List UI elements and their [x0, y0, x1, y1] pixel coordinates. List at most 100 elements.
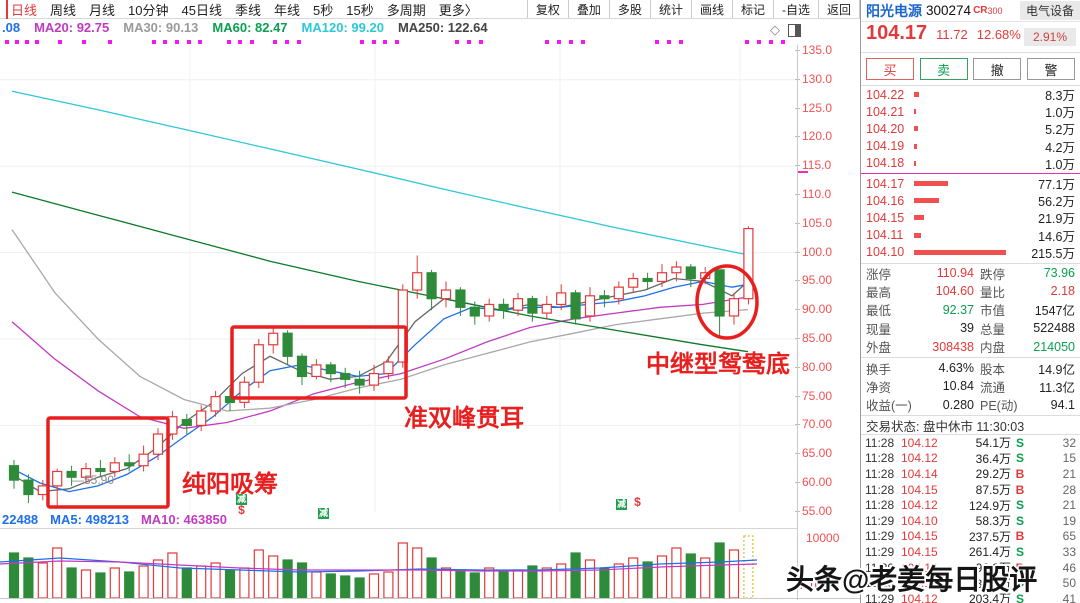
stat-value: 73.96 — [1043, 266, 1075, 281]
tool-item-返回[interactable]: 返回 — [817, 0, 860, 18]
marker-dot — [545, 40, 549, 44]
tool-item-画线[interactable]: 画线 — [690, 0, 732, 18]
period-item-多周期[interactable]: 多周期 — [386, 2, 426, 18]
watermark: 头条@老姜每日股评 — [786, 564, 1038, 595]
volume-chart[interactable] — [0, 528, 797, 603]
tick-price: 104.15 — [901, 529, 938, 544]
book-volume: 8.3万 — [1045, 89, 1075, 104]
period-menu: 日线 周线 月线 10分钟 45日线 季线 年线 5秒 15秒 多周期 更多〉 — [0, 0, 527, 19]
period-item-季线[interactable]: 季线 — [234, 2, 261, 18]
tick-count: 21 — [1062, 498, 1076, 513]
price-chart[interactable]: 纯阳吸筹 准双峰贯耳 中继型鸳鸯底 —55.90 — [0, 45, 797, 515]
vol-ma-value-1: MA5: 498213 — [50, 512, 129, 527]
stock-name[interactable]: 阳光电源 — [866, 2, 922, 19]
book-price: 104.15 — [866, 210, 905, 225]
time-and-sales[interactable]: 11:28 104.12 54.1万 S 32 11:28 104.12 36.4万 S 15 11… — [861, 435, 1080, 603]
period-item-15秒[interactable]: 15秒 — [346, 2, 374, 18]
book-row-ask[interactable]: 104.21 1.0万 — [861, 103, 1080, 121]
alert-button[interactable]: 警 — [1026, 58, 1075, 80]
book-row-bid[interactable]: 104.10 215.5万 — [861, 244, 1080, 261]
tick-time: 11:28 — [865, 482, 895, 497]
y-tick-label: 60.00 — [795, 475, 856, 489]
stat-value: 110.94 — [936, 266, 974, 281]
stat-label: 外盘 — [866, 341, 892, 356]
period-item-45日线[interactable]: 45日线 — [181, 2, 222, 18]
tick-volume: 237.5万 — [968, 529, 1011, 544]
stock-code: 300274 — [926, 3, 972, 18]
period-item-月线[interactable]: 月线 — [89, 2, 116, 18]
period-item-年线[interactable]: 年线 — [274, 2, 301, 18]
book-row-ask[interactable]: 104.18 1.0万 — [861, 155, 1080, 172]
tool-item-统计[interactable]: 统计 — [649, 0, 691, 18]
diamond-icon[interactable]: ◇ — [770, 22, 780, 37]
sell-button[interactable]: 卖 — [919, 58, 968, 80]
tick-volume: 36.4万 — [975, 451, 1011, 466]
book-row-bid[interactable]: 104.16 56.2万 — [861, 192, 1080, 210]
y-tick-label: 85.00 — [795, 331, 856, 345]
book-row-bid[interactable]: 104.15 21.9万 — [861, 209, 1080, 227]
tick-time: 11:28 — [865, 451, 895, 466]
stat-value: 10.84 — [942, 379, 974, 394]
book-row-bid[interactable]: 104.17 77.1万 — [861, 175, 1080, 193]
stat-value: 14.9亿 — [1038, 362, 1075, 377]
tool-item-多股[interactable]: 多股 — [608, 0, 650, 18]
tool-item-标记[interactable]: 标记 — [731, 0, 773, 18]
period-item-周线[interactable]: 周线 — [50, 2, 77, 18]
stat-label: 跌停 — [980, 267, 1006, 282]
panel-separator — [860, 0, 861, 603]
split-view-icon[interactable] — [788, 23, 801, 37]
sector-chip[interactable]: 电气设备 — [1019, 1, 1080, 20]
ma-value-0: .08 — [2, 20, 21, 35]
quote-row: 104.17 11.72 12.68% 2.91% — [861, 22, 1080, 53]
ma-value-1: MA20: 92.75 — [34, 20, 110, 35]
volume-scale-label: 10000 — [806, 531, 840, 545]
book-price: 104.10 — [866, 245, 905, 260]
book-row-ask[interactable]: 104.20 5.2万 — [861, 120, 1080, 138]
tool-item-叠加[interactable]: 叠加 — [567, 0, 609, 18]
event-badge-$: $ — [634, 495, 641, 509]
top-toolbar: 日线 周线 月线 10分钟 45日线 季线 年线 5秒 15秒 多周期 更多〉 复权 叠加 多股 统计 画线… — [0, 0, 860, 19]
marker-dot — [383, 40, 387, 44]
stat-label: 内盘 — [980, 341, 1006, 356]
vol-ma-value-2: MA10: 463850 — [140, 512, 227, 527]
y-tick-label: 135.0 — [795, 43, 856, 57]
tick-side: S — [1015, 591, 1024, 603]
stats-row: 现量 39 总量 522488 — [861, 319, 1080, 337]
book-price: 104.20 — [866, 121, 905, 136]
buy-button[interactable]: 买 — [866, 58, 914, 80]
tool-item-复权[interactable]: 复权 — [526, 0, 568, 18]
marker-dot — [655, 40, 659, 44]
marker-dot — [395, 40, 399, 44]
marker-dot — [479, 40, 483, 44]
book-bar — [914, 181, 948, 187]
cancel-button[interactable]: 撤 — [973, 58, 1022, 80]
book-row-ask[interactable]: 104.19 4.2万 — [861, 138, 1080, 155]
book-row-ask[interactable]: 104.22 8.3万 — [861, 86, 1080, 104]
tick-row: 11:29 104.15 138.5万 S 50 — [861, 575, 1080, 591]
trading-status: 交易状态: 盘中休市 11:30:03 — [861, 417, 1080, 435]
tick-side: S — [1015, 576, 1024, 591]
tick-price: 104.12 — [901, 451, 938, 466]
book-volume: 1.0万 — [1045, 157, 1075, 172]
svg-text:—55.90: —55.90 — [72, 473, 114, 487]
ma-value-5: MA250: 122.64 — [397, 20, 488, 35]
period-item-更多〉[interactable]: 更多〉 — [438, 2, 478, 18]
tool-item--自选[interactable]: -自选 — [772, 0, 818, 18]
period-item-10分钟[interactable]: 10分钟 — [128, 2, 169, 18]
book-row-bid[interactable]: 104.11 14.6万 — [861, 227, 1080, 244]
stat-value: 39 — [960, 321, 974, 336]
tick-volume: 87.5万 — [975, 483, 1011, 498]
tick-row: 11:28 104.14 29.2万 B 21 — [861, 466, 1080, 482]
book-bar — [914, 232, 921, 238]
price-change: 11.72 — [936, 27, 968, 42]
period-item-日线[interactable]: 日线 — [6, 0, 37, 19]
y-tick-label: 130.0 — [795, 72, 856, 86]
ma-value-4: MA120: 99.20 — [301, 20, 384, 35]
tick-count: 19 — [1062, 513, 1076, 528]
stats-divider — [861, 356, 1080, 358]
stat-value: 308438 — [932, 339, 974, 354]
book-volume: 5.2万 — [1045, 123, 1075, 138]
period-item-5秒[interactable]: 5秒 — [313, 2, 334, 18]
tick-side: S — [1015, 513, 1024, 528]
tick-row: 11:29 104.14 96.3万 B 46 — [861, 560, 1080, 576]
